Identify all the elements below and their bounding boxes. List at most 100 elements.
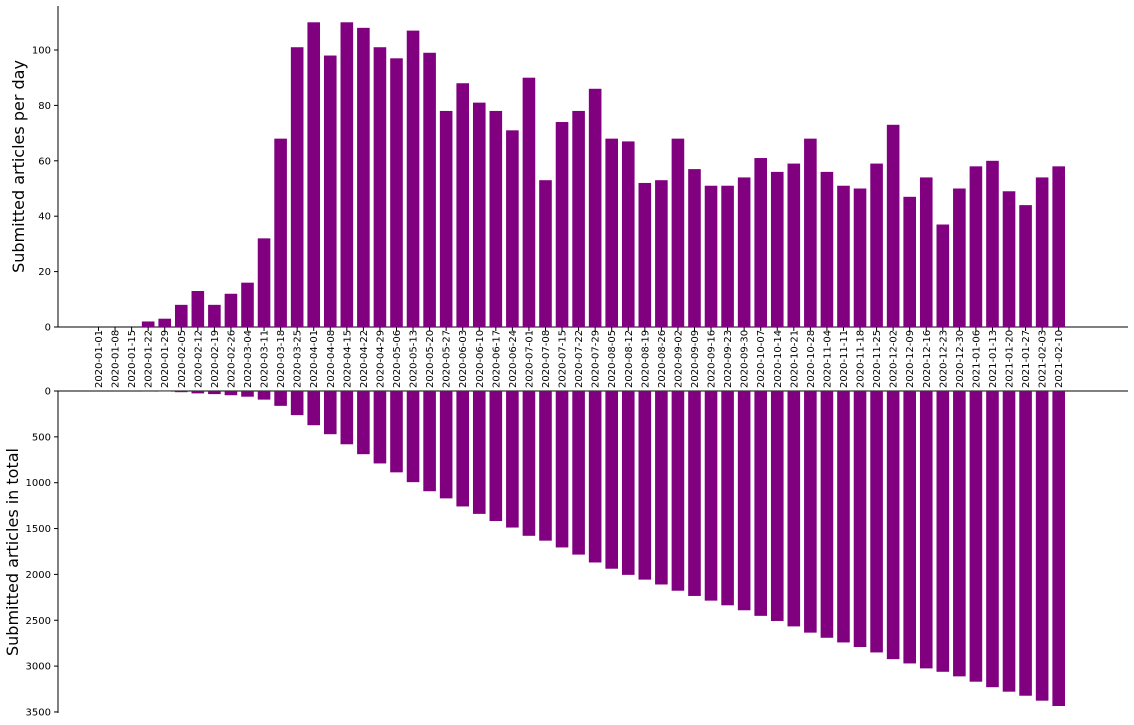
cumulative-bar bbox=[754, 391, 767, 616]
top-y-tick-label: 40 bbox=[38, 212, 51, 223]
x-tick-label: 2020-01-01 bbox=[94, 330, 105, 388]
daily-bar bbox=[969, 166, 983, 327]
x-tick-label: 2020-08-05 bbox=[607, 330, 618, 388]
daily-bar bbox=[456, 83, 470, 328]
x-tick-label: 2020-03-11 bbox=[260, 330, 271, 388]
x-tick-label: 2020-10-28 bbox=[806, 330, 817, 388]
x-tick-label: 2020-03-18 bbox=[276, 330, 287, 388]
daily-bar bbox=[770, 171, 784, 327]
cumulative-bar bbox=[257, 391, 271, 400]
cumulative-bar bbox=[986, 391, 999, 688]
cumulative-bar bbox=[472, 391, 486, 514]
x-tick-label: 2020-09-16 bbox=[707, 330, 718, 388]
daily-bar bbox=[953, 188, 966, 327]
daily-bar bbox=[870, 163, 883, 327]
x-tick-label: 2020-02-26 bbox=[226, 330, 237, 388]
daily-bar bbox=[986, 160, 999, 327]
daily-bar bbox=[307, 22, 321, 328]
x-tick-label: 2020-01-29 bbox=[160, 330, 171, 388]
x-tick-label: 2020-11-25 bbox=[872, 330, 883, 388]
x-tick-label: 2020-08-19 bbox=[640, 330, 651, 388]
x-tick-label: 2020-09-23 bbox=[723, 330, 734, 388]
x-tick-label: 2020-11-11 bbox=[839, 330, 850, 388]
daily-bar bbox=[919, 177, 933, 327]
daily-bar bbox=[323, 55, 337, 327]
cumulative-bar bbox=[357, 391, 370, 455]
x-tick-label: 2020-03-25 bbox=[293, 330, 304, 388]
x-tick-label: 2021-02-03 bbox=[1038, 330, 1049, 388]
daily-bar bbox=[787, 163, 801, 327]
x-tick-label: 2020-09-02 bbox=[673, 330, 684, 388]
x-tick-label: 2020-07-15 bbox=[558, 330, 569, 388]
daily-bar bbox=[721, 185, 734, 327]
cumulative-bar bbox=[456, 391, 470, 507]
cumulative-bar bbox=[489, 391, 503, 522]
bottom-y-tick-label: 3500 bbox=[26, 707, 51, 718]
cumulative-bar bbox=[1002, 391, 1016, 692]
daily-bar bbox=[191, 290, 205, 327]
daily-bar bbox=[539, 180, 552, 327]
bottom-y-axis-title: Submitted articles in total bbox=[3, 448, 22, 656]
bottom-y-tick-label: 1500 bbox=[26, 524, 51, 535]
daily-bar bbox=[1019, 205, 1032, 327]
x-tick-label: 2020-05-27 bbox=[442, 330, 453, 388]
daily-bar bbox=[903, 196, 916, 327]
daily-bar bbox=[373, 47, 387, 327]
top-y-tick-label: 100 bbox=[32, 46, 51, 57]
x-tick-label: 2021-01-13 bbox=[988, 330, 999, 388]
top-y-tick-label: 20 bbox=[38, 267, 51, 278]
x-tick-label: 2020-04-22 bbox=[359, 330, 370, 388]
x-tick-label: 2020-03-04 bbox=[243, 330, 254, 388]
cumulative-bar bbox=[737, 391, 751, 611]
x-tick-label: 2020-11-04 bbox=[822, 330, 833, 388]
daily-bar bbox=[605, 138, 619, 327]
x-tick-label: 2020-05-13 bbox=[409, 330, 420, 388]
cumulative-bar bbox=[539, 391, 552, 541]
cumulative-bar bbox=[638, 391, 652, 580]
bottom-y-tick-label: 0 bbox=[45, 387, 51, 398]
cumulative-bar bbox=[953, 391, 966, 677]
x-tick-label: 2020-04-01 bbox=[309, 330, 320, 388]
x-tick-label: 2020-02-12 bbox=[193, 330, 204, 388]
daily-bar bbox=[853, 188, 867, 327]
x-tick-label: 2020-01-22 bbox=[144, 330, 155, 388]
cumulative-bar bbox=[274, 391, 287, 406]
cumulative-bar bbox=[804, 391, 817, 633]
cumulative-bar bbox=[655, 391, 668, 585]
x-tick-label: 2020-10-14 bbox=[773, 330, 784, 388]
cumulative-bar bbox=[853, 391, 867, 648]
daily-bar bbox=[357, 27, 370, 328]
cumulative-bar bbox=[886, 391, 900, 660]
daily-bar bbox=[837, 185, 850, 327]
cumulative-bar bbox=[621, 391, 635, 575]
x-tick-label: 2020-09-30 bbox=[740, 330, 751, 388]
x-tick-label: 2020-08-12 bbox=[624, 330, 635, 388]
cumulative-bar bbox=[969, 391, 983, 682]
x-tick-label: 2020-12-16 bbox=[922, 330, 933, 388]
bottom-y-tick-label: 1000 bbox=[26, 478, 51, 489]
x-tick-label: 2020-06-03 bbox=[458, 330, 469, 388]
cumulative-bar bbox=[870, 391, 883, 653]
bottom-y-tick-label: 500 bbox=[32, 432, 51, 443]
daily-bar bbox=[704, 185, 718, 327]
x-tick-label: 2020-12-23 bbox=[938, 330, 949, 388]
cumulative-bar bbox=[671, 391, 685, 591]
cumulative-bar bbox=[721, 391, 734, 606]
daily-bar bbox=[1002, 191, 1016, 327]
x-tick-label: 2020-12-30 bbox=[955, 330, 966, 388]
x-tick-labels: 2020-01-01 2020-01-08 2020-01-15 2020-01-22… bbox=[94, 327, 1065, 388]
cumulative-bar bbox=[290, 391, 304, 416]
cumulative-bar bbox=[787, 391, 801, 627]
daily-bar bbox=[638, 182, 652, 327]
daily-bar bbox=[340, 22, 354, 328]
x-tick-label: 2020-01-08 bbox=[111, 330, 122, 388]
x-tick-label: 2020-09-09 bbox=[690, 330, 701, 388]
daily-bar bbox=[506, 130, 519, 327]
x-tick-label: 2020-08-26 bbox=[657, 330, 668, 388]
x-tick-label: 2020-01-15 bbox=[127, 330, 138, 388]
daily-bar bbox=[754, 158, 767, 327]
cumulative-bar bbox=[770, 391, 784, 621]
daily-bar bbox=[472, 102, 486, 327]
daily-bar bbox=[224, 293, 238, 327]
cumulative-bar bbox=[704, 391, 718, 601]
